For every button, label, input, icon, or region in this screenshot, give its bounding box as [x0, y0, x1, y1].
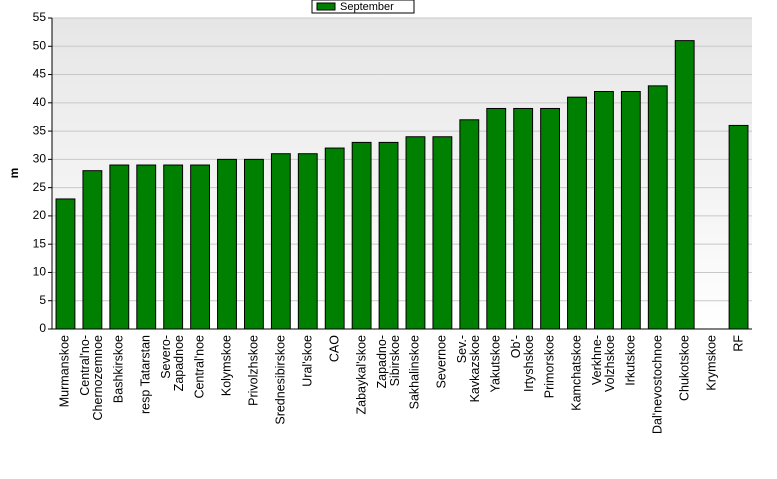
plot-area: [52, 18, 752, 329]
bar: [405, 136, 426, 330]
x-tick-label: Sakhalinskoe: [407, 335, 422, 410]
y-tick-label: 15: [33, 236, 47, 250]
bar: [297, 153, 318, 330]
y-tick-label: 50: [33, 38, 47, 52]
x-tick-label: Central'no- Chernozemnoe: [78, 335, 106, 421]
bar: [351, 141, 372, 330]
bar: [567, 96, 587, 330]
x-tick-label: Zapadno- Sibirskoe: [374, 335, 402, 389]
bar: [55, 198, 76, 330]
x-tick-label: Severnoe: [434, 335, 449, 389]
bar: [109, 164, 130, 330]
x-tick-label: Sev.- Kavkazskoe: [455, 335, 483, 403]
bar: [82, 170, 103, 330]
bar: [459, 119, 480, 330]
y-tick-label: 40: [33, 95, 47, 109]
bar: [432, 136, 453, 330]
x-tick-label: Kamchatskoe: [569, 335, 584, 411]
y-tick-label: 0: [39, 321, 46, 335]
bar: [163, 164, 184, 330]
bar: [647, 85, 668, 330]
x-tick-label: Yakutskoe: [488, 335, 503, 393]
x-tick-label: Verkhne- Volzhskoe: [589, 335, 617, 392]
x-tick-label: Ob'- Irtyshskoe: [509, 335, 537, 392]
y-tick-label: 55: [33, 10, 47, 24]
y-tick-label: 25: [33, 180, 47, 194]
bar: [190, 164, 210, 330]
bar: [486, 107, 507, 330]
y-tick-label: 5: [39, 293, 46, 307]
bar: [674, 40, 695, 330]
x-tick-label: Severo- Zapadnoe: [159, 335, 187, 392]
y-tick-label: 45: [33, 67, 47, 81]
x-tick-label: Zabaykal'skoe: [354, 335, 369, 415]
y-tick-label: 35: [33, 123, 47, 137]
x-tick-label: Ural'skoe: [300, 335, 315, 387]
x-tick-label: Krymskoe: [704, 335, 719, 391]
bar: [217, 158, 237, 330]
x-tick-label: Murmanskoe: [57, 335, 72, 408]
bar: [244, 158, 264, 330]
legend-box: [311, 0, 415, 14]
x-tick-label: Bashkirskoe: [111, 335, 126, 404]
bar: [620, 91, 641, 330]
x-tick-label: Irkutskoe: [623, 335, 638, 386]
x-tick-label: CAO: [327, 335, 342, 363]
legend-swatch: [316, 2, 336, 11]
bar: [136, 164, 157, 330]
bar: [270, 153, 291, 330]
x-tick-label: Dal'nevostochnoe: [650, 335, 665, 434]
bar: [324, 147, 345, 330]
x-tick-label: Srednesibirskoe: [273, 335, 288, 425]
x-tick-label: Chukotskoe: [677, 335, 692, 402]
x-tick-label: Central'noe: [192, 335, 207, 399]
x-tick-label: Primorskoe: [542, 335, 557, 399]
x-tick-label: Kolymskoe: [219, 335, 234, 397]
y-axis-label: m: [7, 168, 21, 179]
x-tick-label: RF: [731, 335, 746, 352]
y-tick-label: 30: [33, 152, 47, 166]
bar: [728, 124, 749, 330]
y-tick-label: 10: [33, 265, 47, 279]
bar: [513, 107, 534, 330]
bar: [378, 141, 399, 330]
x-tick-label: Privolzhskoe: [246, 335, 261, 406]
bar: [540, 107, 561, 330]
y-tick-label: 20: [33, 208, 47, 222]
bar: [594, 91, 614, 330]
legend-label: September: [340, 1, 394, 13]
x-tick-label: resp Tatarstan: [138, 335, 153, 414]
